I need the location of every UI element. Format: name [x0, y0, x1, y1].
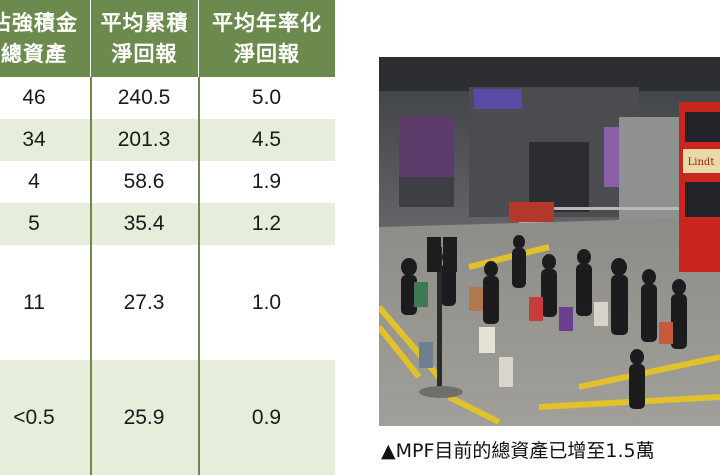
cell-cumulative: 27.3: [123, 290, 165, 314]
header-asset-share-line2: 總資產: [1, 41, 67, 66]
mpf-returns-table: 佔強積金 總資產 平均累積 淨回報 平均年率化 淨回報 46 240.5 5.0…: [0, 0, 335, 475]
table-row: 4 58.6 1.9: [0, 161, 335, 203]
cell-cumulative: 240.5: [117, 86, 171, 109]
cell-asset-share: 46: [22, 86, 46, 109]
street-crossing-photo: Lindt: [379, 57, 720, 426]
header-asset-share-line1: 佔強積金: [0, 10, 78, 35]
cell-annualized: 4.5: [251, 128, 282, 151]
header-cumulative-line2: 淨回報: [111, 41, 178, 66]
cell-asset-share: 4: [28, 170, 40, 193]
cell-cumulative: 58.6: [123, 170, 165, 193]
header-annualized-line1: 平均年率化: [212, 10, 322, 35]
cell-annualized: 1.0: [251, 290, 282, 314]
traffic-pole: [437, 247, 442, 397]
cell-cumulative: 35.4: [123, 212, 165, 235]
header-annualized-return: 平均年率化 淨回報: [198, 0, 335, 77]
tram-ad-text: Lindt: [688, 157, 715, 168]
cell-annualized: 1.2: [251, 212, 282, 235]
cell-annualized: 0.9: [251, 405, 282, 429]
table-row: 46 240.5 5.0: [0, 77, 335, 119]
table-row: <0.5 25.9 0.9: [0, 360, 335, 475]
header-cumulative-return: 平均累積 淨回報: [90, 0, 198, 77]
table-row: 11 27.3 1.0: [0, 245, 335, 360]
cell-asset-share: 11: [23, 290, 45, 314]
column-divider: [198, 77, 200, 475]
tram: Lindt: [679, 102, 720, 272]
table-row: 34 201.3 4.5: [0, 119, 335, 161]
column-divider: [90, 77, 92, 475]
table-header-row: 佔強積金 總資產 平均累積 淨回報 平均年率化 淨回報: [0, 0, 335, 77]
cell-asset-share: 5: [28, 212, 40, 235]
header-asset-share: 佔強積金 總資產: [0, 0, 90, 77]
header-annualized-line2: 淨回報: [234, 41, 300, 66]
cell-cumulative: 25.9: [123, 405, 165, 429]
shop-sign: [474, 89, 522, 109]
pedestrian-crowd: [401, 235, 687, 409]
cell-annualized: 5.0: [251, 86, 282, 109]
cell-asset-share: 34: [22, 128, 46, 151]
cell-cumulative: 201.3: [117, 128, 171, 151]
cell-annualized: 1.9: [251, 170, 282, 193]
table-row: 5 35.4 1.2: [0, 203, 335, 245]
cell-asset-share: <0.5: [13, 405, 55, 429]
header-cumulative-line1: 平均累積: [100, 10, 189, 35]
photo-caption: ▲MPF目前的總資產已增至1.5萬: [381, 440, 655, 462]
street-photo-illustration: Lindt: [379, 57, 720, 426]
